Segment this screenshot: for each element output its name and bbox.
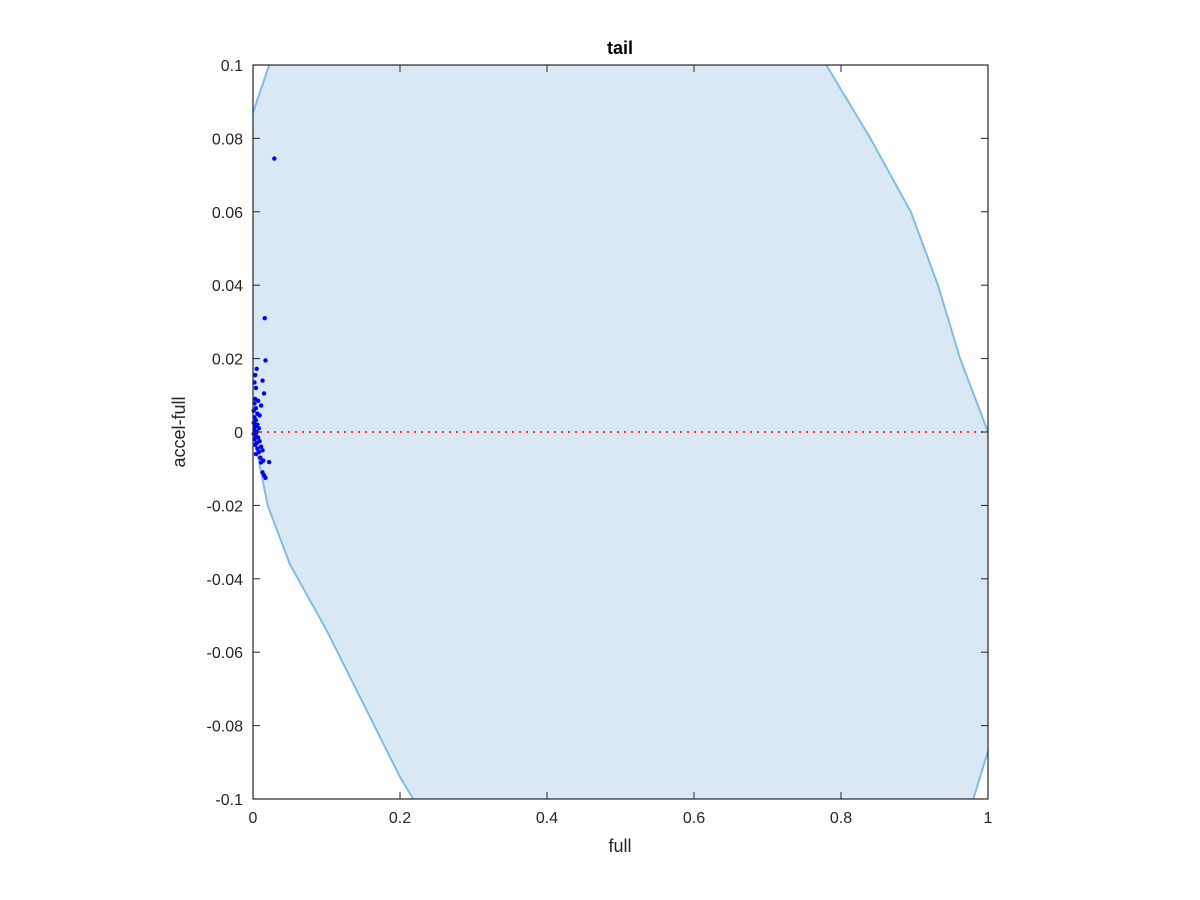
data-point bbox=[272, 156, 277, 161]
data-point bbox=[255, 398, 261, 404]
data-point bbox=[253, 442, 258, 448]
x-axis-ticks: 0 0.2 0.4 0.6 0.8 1 bbox=[249, 65, 993, 827]
data-point bbox=[255, 446, 260, 451]
data-point bbox=[263, 475, 268, 481]
feasible-region-edges bbox=[252, 64, 989, 800]
feasible-region-fill bbox=[253, 65, 988, 799]
data-point bbox=[251, 408, 256, 413]
data-point bbox=[260, 448, 265, 453]
y-tick-label: -0.1 bbox=[215, 792, 243, 809]
data-point bbox=[253, 451, 259, 457]
region-edge-bottom-right bbox=[972, 751, 989, 800]
region-edge-top-right bbox=[825, 64, 989, 433]
x-axis-label: full bbox=[608, 836, 631, 856]
plot-area: 0 0.2 0.4 0.6 0.8 1 -0.1 -0.08 -0.06 -0.04 -0.02 0… bbox=[207, 58, 993, 827]
region-edge-top-left bbox=[252, 64, 271, 114]
y-tick-label: 0 bbox=[234, 425, 243, 442]
data-point bbox=[253, 385, 259, 391]
data-point bbox=[258, 403, 264, 408]
data-point bbox=[257, 413, 262, 418]
y-tick-label: 0.02 bbox=[212, 352, 243, 369]
x-tick-label: 1 bbox=[984, 810, 993, 827]
data-point bbox=[262, 316, 267, 321]
data-point bbox=[266, 459, 272, 465]
x-tick-label: 0.8 bbox=[830, 810, 852, 827]
y-tick-label: 0.1 bbox=[221, 58, 243, 75]
y-tick-label: -0.08 bbox=[207, 719, 244, 736]
data-point bbox=[258, 460, 264, 465]
data-point bbox=[263, 358, 268, 363]
x-tick-label: 0.6 bbox=[683, 810, 705, 827]
data-point bbox=[258, 455, 263, 460]
region-edge-lower-left bbox=[252, 431, 415, 800]
data-point bbox=[255, 435, 261, 440]
y-tick-label: 0.06 bbox=[212, 205, 243, 222]
data-point bbox=[253, 372, 258, 378]
y-axis-ticks: -0.1 -0.08 -0.06 -0.04 -0.02 0 0.02 0.04 0.06 0.0… bbox=[207, 58, 988, 809]
y-axis-label: accel-full bbox=[169, 396, 189, 467]
data-point bbox=[254, 366, 259, 372]
scatter-points bbox=[251, 156, 277, 481]
chart-title: tail bbox=[607, 38, 633, 58]
y-tick-label: -0.04 bbox=[207, 572, 244, 589]
y-tick-label: 0.08 bbox=[212, 131, 243, 148]
y-tick-label: -0.02 bbox=[207, 498, 244, 515]
x-tick-label: 0.2 bbox=[389, 810, 411, 827]
x-tick-label: 0.4 bbox=[536, 810, 558, 827]
y-tick-label: -0.06 bbox=[207, 645, 244, 662]
data-point bbox=[258, 444, 264, 449]
data-point bbox=[261, 391, 267, 396]
data-point bbox=[260, 378, 265, 383]
y-tick-label: 0.04 bbox=[212, 278, 243, 295]
data-point bbox=[256, 426, 262, 431]
x-tick-label: 0 bbox=[249, 810, 258, 827]
data-point bbox=[253, 424, 258, 429]
